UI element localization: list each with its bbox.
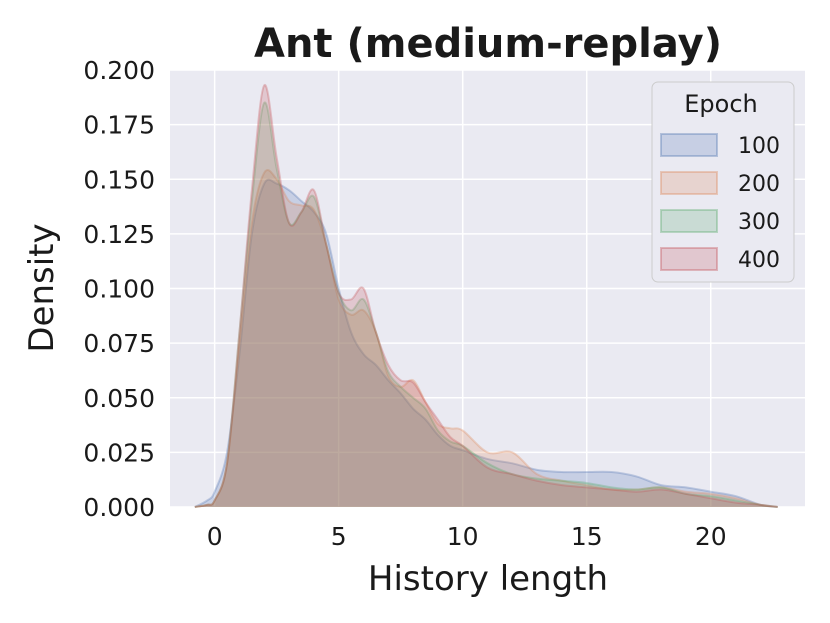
x-tick-label-3: 15 [571, 522, 603, 551]
density-area-epoch-100 [194, 179, 778, 507]
x-tick-label-2: 10 [447, 522, 479, 551]
legend-box [651, 81, 795, 283]
x-tick-label-4: 20 [695, 522, 727, 551]
y-tick-label-6: 0.150 [83, 165, 155, 194]
legend: Epoch 100 200 300 400 [651, 81, 795, 283]
y-tick-label-4: 0.100 [83, 275, 155, 304]
legend-label-epoch-300: 300 [738, 210, 780, 235]
legend-swatch-epoch-200 [660, 171, 718, 195]
density-line-epoch-300 [194, 101, 778, 508]
density-line-epoch-400 [194, 84, 778, 508]
legend-label-epoch-200: 200 [738, 172, 780, 197]
density-area-epoch-400 [194, 84, 778, 507]
grid-lines [170, 69, 805, 508]
y-tick-label-2: 0.050 [83, 384, 155, 413]
y-tick-label-3: 0.075 [83, 329, 155, 358]
density-areas [194, 84, 778, 508]
y-tick-label-8: 0.200 [83, 56, 155, 85]
y-tick-labels: 0.000 0.025 0.050 0.075 0.100 0.125 0.150 0.175… [83, 56, 155, 522]
legend-entries: 100 200 300 400 [660, 133, 780, 273]
x-tick-label-1: 5 [331, 522, 347, 551]
density-line-epoch-200 [194, 168, 778, 508]
density-area-epoch-200 [194, 169, 778, 507]
density-area-epoch-300 [194, 102, 778, 507]
y-tick-label-1: 0.025 [83, 438, 155, 467]
legend-swatch-epoch-100 [660, 133, 718, 157]
legend-title: Epoch [684, 90, 758, 118]
y-axis-label: Density [22, 223, 62, 352]
y-tick-label-7: 0.175 [83, 111, 155, 140]
legend-swatch-epoch-300 [660, 209, 718, 233]
x-tick-label-0: 0 [207, 522, 223, 551]
y-tick-label-5: 0.125 [83, 220, 155, 249]
x-tick-labels: 0 5 10 15 20 [207, 522, 727, 551]
legend-swatch-epoch-400 [660, 247, 718, 271]
density-line-epoch-100 [194, 178, 778, 508]
y-tick-label-0: 0.000 [83, 493, 155, 522]
legend-label-epoch-100: 100 [738, 134, 780, 159]
legend-label-epoch-400: 400 [738, 248, 780, 273]
chart-title: Ant (medium-replay) [254, 21, 722, 67]
x-axis-label: History length [368, 559, 608, 599]
